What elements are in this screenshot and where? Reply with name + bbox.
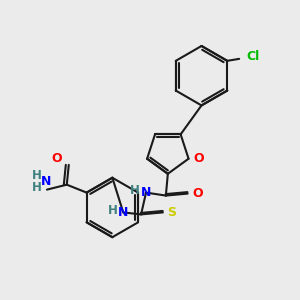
Text: O: O <box>52 152 62 165</box>
Text: N: N <box>141 186 151 199</box>
Text: H: H <box>130 184 140 197</box>
Text: H: H <box>32 169 42 182</box>
Text: N: N <box>41 175 51 188</box>
Text: Cl: Cl <box>246 50 260 63</box>
Text: O: O <box>192 187 203 200</box>
Text: H: H <box>32 181 42 194</box>
Text: N: N <box>118 206 128 219</box>
Text: O: O <box>193 152 204 165</box>
Text: S: S <box>167 206 176 219</box>
Text: H: H <box>107 204 117 217</box>
